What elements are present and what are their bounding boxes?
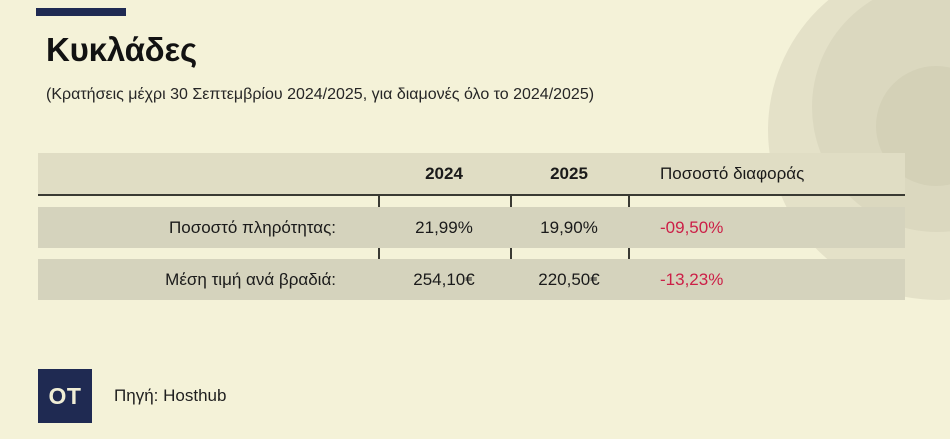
page-subtitle: (Κρατήσεις μέχρι 30 Σεπτεμβρίου 2024/202…	[46, 86, 595, 103]
row-value-avg-price-difference: -13,23%	[660, 269, 724, 289]
table-header-cell-2024: 2024	[425, 163, 463, 183]
table-header-cell-difference: Ποσοστό διαφοράς	[660, 163, 805, 183]
brand-logo: OT	[38, 369, 92, 423]
table-row: Μέση τιμή ανά βραδιά: 254,10€ 220,50€ -1…	[38, 259, 905, 300]
row-value-occupancy-2025: 19,90%	[540, 217, 598, 237]
row-value-avg-price-2025: 220,50€	[538, 269, 600, 289]
table-row-spacer	[38, 196, 905, 207]
table-row-spacer	[38, 248, 905, 259]
row-label-avg-price: Μέση τιμή ανά βραδιά:	[165, 269, 336, 289]
row-value-occupancy-difference: -09,50%	[660, 217, 724, 237]
table-row: Ποσοστό πληρότητας: 21,99% 19,90% -09,50…	[38, 207, 905, 248]
row-value-avg-price-2024: 254,10€	[413, 269, 475, 289]
row-label-occupancy: Ποσοστό πληρότητας:	[168, 217, 336, 237]
table-header-row: 2024 2025 Ποσοστό διαφοράς	[38, 153, 905, 196]
top-accent-bar	[36, 8, 126, 16]
statistics-table: 2024 2025 Ποσοστό διαφοράς Ποσοστό πληρό…	[38, 153, 905, 300]
footer: OT Πηγή: Hosthub	[38, 369, 226, 423]
row-value-occupancy-2024: 21,99%	[415, 217, 473, 237]
source-attribution: Πηγή: Hosthub	[114, 386, 227, 405]
page-title: Κυκλάδες	[46, 31, 197, 68]
table-header-cell-2025: 2025	[550, 163, 588, 183]
brand-logo-text: OT	[48, 382, 82, 409]
